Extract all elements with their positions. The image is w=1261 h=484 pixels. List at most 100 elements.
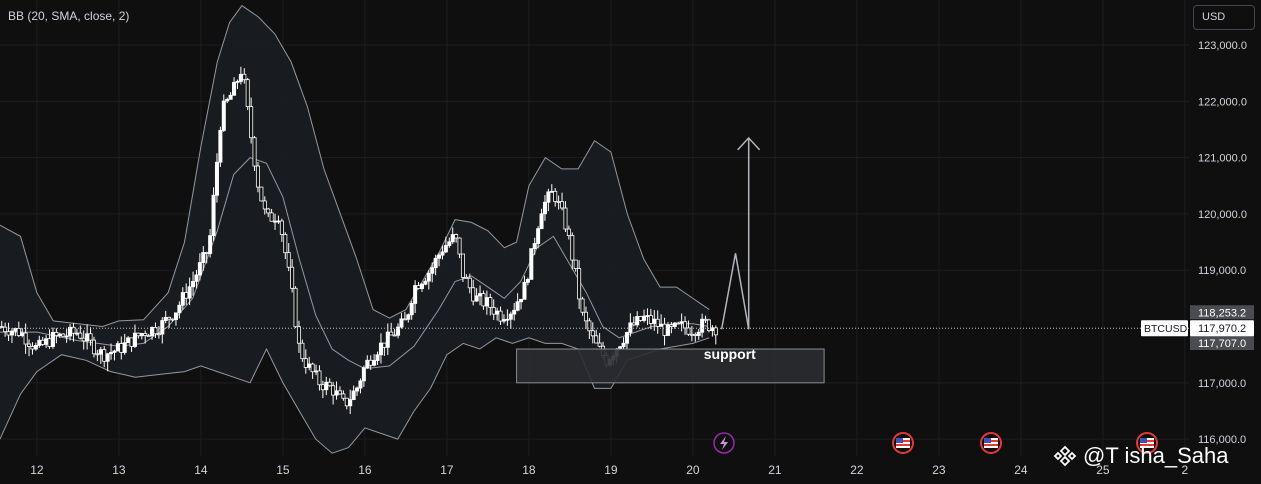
- price-tick-label: 122,000.0: [1198, 96, 1247, 108]
- author-watermark: @T isha_Saha: [1053, 443, 1228, 469]
- us-flag-event-icon[interactable]: [980, 432, 1002, 454]
- time-tick-label: 15: [276, 463, 290, 477]
- candle: [433, 254, 438, 276]
- candle: [27, 339, 32, 357]
- candle: [512, 302, 517, 321]
- indicator-legend[interactable]: BB (20, SMA, close, 2): [8, 9, 130, 23]
- lightning-event-icon[interactable]: [713, 432, 735, 454]
- support-zone-rectangle[interactable]: [516, 348, 825, 384]
- candle: [337, 386, 342, 395]
- candle: [389, 322, 394, 336]
- candle: [416, 282, 421, 290]
- candle: [153, 322, 158, 338]
- candle: [358, 378, 363, 394]
- bollinger-upper-band: [0, 4, 710, 328]
- us-flag-event-icon[interactable]: [1136, 432, 1158, 454]
- price-tick-label: 123,000.0: [1198, 40, 1247, 52]
- candle: [109, 343, 114, 360]
- price-tick-label: 121,000.0: [1198, 153, 1247, 165]
- candle: [474, 288, 479, 302]
- candle: [262, 196, 267, 215]
- candle: [505, 309, 510, 326]
- candle: [580, 296, 585, 316]
- candle: [583, 306, 588, 330]
- binance-logo-icon: [1053, 445, 1077, 467]
- candle: [177, 301, 182, 319]
- symbol-label: BTCUSD: [1144, 323, 1188, 335]
- candle: [621, 337, 626, 351]
- currency-selector-button[interactable]: USD: [1193, 5, 1255, 30]
- candle: [211, 187, 216, 241]
- candle: [457, 237, 462, 259]
- candle: [406, 313, 411, 323]
- bollinger-lower-band: [0, 337, 710, 454]
- candle: [655, 310, 660, 334]
- band-value-label: 117,707.0: [1198, 338, 1246, 350]
- candle: [61, 333, 66, 337]
- candle: [672, 322, 677, 329]
- candle: [71, 322, 76, 342]
- candle: [471, 279, 476, 306]
- candle: [560, 192, 565, 211]
- candle: [3, 322, 8, 337]
- price-tick-label: 117,000.0: [1198, 378, 1246, 390]
- candle: [563, 201, 568, 232]
- candle: [269, 208, 274, 222]
- candle: [112, 349, 117, 361]
- candle: [508, 311, 513, 329]
- candle: [341, 390, 346, 401]
- candle: [173, 312, 178, 326]
- candle: [310, 362, 315, 379]
- candle: [522, 275, 527, 300]
- candle: [396, 323, 401, 339]
- price-tick-label: 120,000.0: [1198, 209, 1247, 221]
- time-tick-label: 24: [1014, 463, 1028, 477]
- candle: [208, 229, 213, 258]
- us-flag-event-icon[interactable]: [892, 432, 914, 454]
- candle: [577, 260, 582, 309]
- candle: [348, 389, 353, 415]
- candle: [713, 325, 718, 345]
- candlestick-series: [0, 66, 718, 415]
- projection-path[interactable]: [720, 253, 750, 330]
- candle: [33, 342, 38, 351]
- candle: [327, 378, 332, 387]
- candle: [594, 329, 599, 344]
- candle: [300, 339, 305, 362]
- candle: [529, 248, 534, 280]
- price-axis[interactable]: 123,000.0 122,000.0 121,000.0 120,000.0 119,…: [1141, 40, 1254, 446]
- candle: [570, 232, 575, 270]
- candle: [303, 349, 308, 374]
- candle: [91, 336, 96, 358]
- candle: [700, 313, 705, 338]
- candle: [597, 332, 602, 348]
- time-tick-label: 22: [850, 463, 864, 477]
- candle: [399, 312, 404, 329]
- candle: [214, 153, 219, 203]
- candle: [590, 322, 595, 344]
- candle: [290, 259, 295, 293]
- candle: [50, 327, 55, 349]
- support-annotation[interactable]: support: [704, 346, 756, 362]
- watermark-text: @T isha_Saha: [1083, 443, 1229, 468]
- candle: [266, 207, 271, 218]
- candle: [423, 277, 428, 286]
- candle: [372, 354, 377, 367]
- candle: [546, 188, 551, 212]
- candle: [252, 136, 257, 171]
- price-tick-label: 119,000.0: [1198, 265, 1246, 277]
- candle: [132, 324, 137, 348]
- candle: [232, 77, 237, 96]
- candle: [419, 282, 424, 292]
- time-axis[interactable]: 12 13 14 15 16 17 18 19 20 21 22 23 24 25 2: [30, 463, 1188, 477]
- time-tick-label: 21: [768, 463, 782, 477]
- candle: [686, 320, 691, 336]
- candle: [88, 327, 93, 346]
- candle: [375, 351, 380, 365]
- candle: [317, 365, 322, 391]
- candle: [566, 225, 571, 240]
- candle: [201, 246, 206, 271]
- candle: [430, 262, 435, 283]
- projection-arrowhead: [737, 136, 761, 151]
